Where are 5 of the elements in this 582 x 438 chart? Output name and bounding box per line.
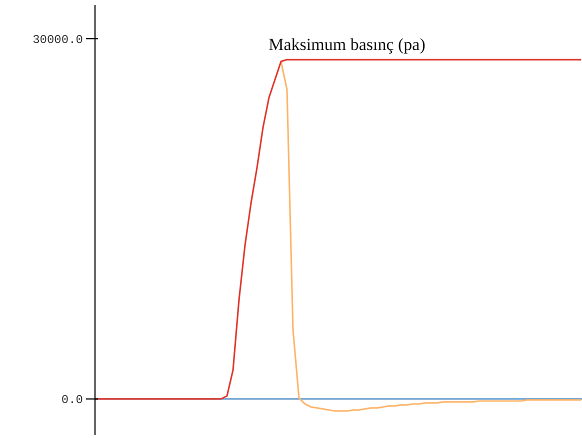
y-tick-label: 30000.0 (32, 32, 83, 47)
line-series (94, 58, 582, 400)
text: Maksimum basınç (pa) (268, 35, 426, 54)
y-tick-label: 0.0 (61, 393, 83, 408)
line-series (280, 60, 582, 412)
